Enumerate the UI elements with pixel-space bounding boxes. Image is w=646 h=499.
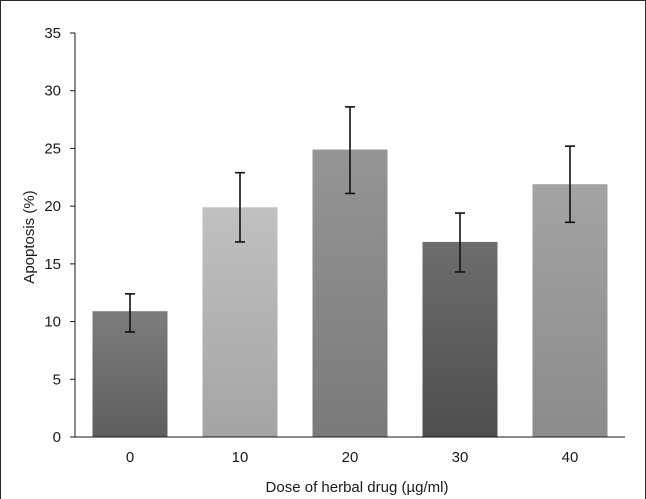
- error-bar-10: [235, 171, 245, 243]
- y-tick-label-35: 35: [44, 25, 61, 42]
- y-tick-label-15: 15: [44, 256, 61, 273]
- x-tick-label-30: 30: [452, 449, 469, 466]
- y-tick-label-0: 0: [53, 429, 61, 446]
- y-axis-label: Apoptosis (%): [21, 190, 38, 283]
- bars-layer: [92, 149, 608, 437]
- error-bar-0: [125, 293, 135, 333]
- error-bar-40: [565, 145, 575, 224]
- tick-labels-layer: 0 10 20 30 40 0 5 10 15 20 25 30 35: [44, 25, 578, 466]
- bar-30: [422, 241, 498, 437]
- error-bar-30: [455, 212, 465, 273]
- x-axis-label: Dose of herbal drug (µg/ml): [266, 479, 449, 496]
- y-tick-label-30: 30: [44, 83, 61, 100]
- bar-20: [312, 149, 388, 437]
- y-tick-label-10: 10: [44, 314, 61, 331]
- bar-10: [202, 207, 278, 437]
- x-tick-label-0: 0: [126, 449, 134, 466]
- bar-40: [532, 184, 608, 437]
- error-bars-layer: [125, 106, 575, 333]
- x-tick-label-20: 20: [342, 449, 359, 466]
- error-bar-20: [345, 106, 355, 195]
- y-tick-label-20: 20: [44, 198, 61, 215]
- x-tick-label-40: 40: [562, 449, 579, 466]
- x-tick-label-10: 10: [232, 449, 249, 466]
- axes-layer: [70, 32, 625, 438]
- y-tick-label-5: 5: [53, 371, 61, 388]
- y-tick-label-25: 25: [44, 140, 61, 157]
